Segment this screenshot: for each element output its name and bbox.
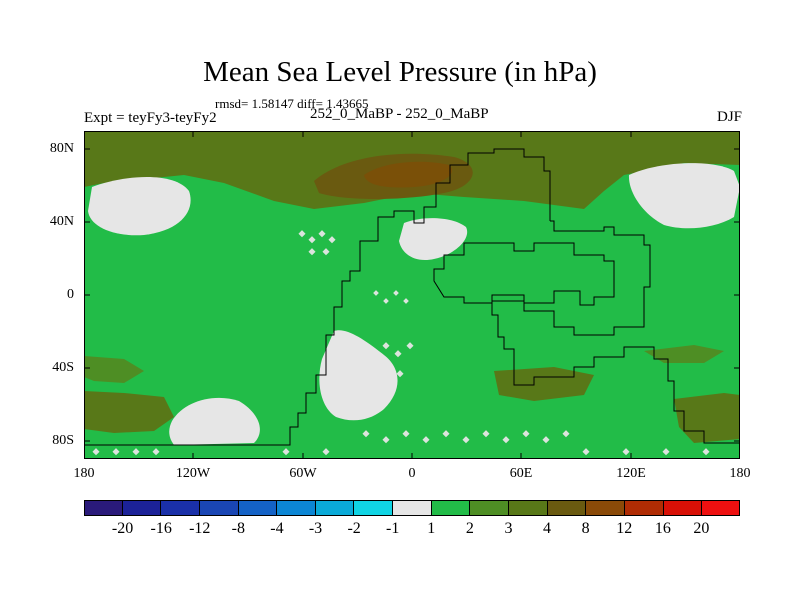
lat-ticks (84, 148, 740, 442)
south-band-left2 (84, 356, 144, 383)
colorbar-swatch (586, 500, 625, 516)
light-region-south-central (319, 330, 398, 421)
lat-label-80n: 80N (49, 141, 74, 156)
colorbar-label: 4 (543, 520, 552, 537)
lon-label-0: 0 (408, 466, 416, 481)
lon-label-120w: 120W (175, 466, 211, 481)
colorbar-label: -8 (231, 520, 245, 537)
pressure-difference-map (84, 131, 740, 459)
lon-label-180w: 180 (73, 466, 95, 481)
subtitle: 252_0_MaBP - 252_0_MaBP (310, 106, 489, 122)
colorbar-swatch (547, 500, 587, 516)
season-label: DJF (716, 109, 742, 125)
colorbar-swatch (431, 500, 471, 516)
plot-title: Mean Sea Level Pressure (in hPa) (203, 56, 597, 88)
south-band-left (84, 391, 174, 433)
colorbar-label: 8 (581, 520, 590, 537)
colorbar-label: -16 (150, 520, 172, 537)
colorbar-label: -1 (386, 520, 400, 537)
south-band-mid (494, 367, 594, 401)
colorbar-swatch (161, 500, 200, 516)
light-region-north-central (399, 218, 468, 261)
continent-outline-west (84, 148, 551, 446)
colorbar-label: 12 (616, 520, 633, 537)
colorbar-swatch (199, 500, 239, 516)
lat-label-40n: 40N (49, 214, 74, 229)
colorbar-label: -3 (308, 520, 323, 537)
colorbar-label: 3 (504, 520, 513, 537)
light-region-southwest (169, 397, 260, 445)
inland-sea-outline (433, 242, 615, 306)
experiment-label: Expt = teyFy3-teyFy2 (84, 110, 217, 126)
colorbar-swatch (663, 500, 703, 516)
colorbar-swatch (624, 500, 664, 516)
colorbar-label: -2 (347, 520, 361, 537)
colorbar-swatch (315, 500, 355, 516)
colorbar-label: 2 (465, 520, 474, 537)
colorbar-label: -20 (111, 520, 134, 537)
lon-label-120e: 120E (616, 466, 646, 481)
colorbar-label: 20 (693, 520, 710, 537)
continent-outline-east (491, 220, 740, 444)
lat-label-40s: 40S (52, 360, 74, 375)
colorbar-label: -12 (189, 520, 211, 537)
colorbar-label: 16 (654, 520, 671, 537)
colorbar-swatch (702, 500, 740, 516)
lon-label-180e: 180 (729, 466, 751, 481)
colorbar-label: -4 (270, 520, 284, 537)
colorbar-swatch (84, 500, 123, 516)
light-region-northwest (88, 177, 191, 236)
colorbar-swatch (509, 500, 548, 516)
lon-label-60e: 60E (509, 466, 533, 481)
colorbar-swatch (122, 500, 162, 516)
colorbar-swatch (238, 500, 278, 516)
lon-label-60w: 60W (289, 466, 317, 481)
colorbar (84, 500, 740, 516)
colorbar-swatch (393, 500, 432, 516)
colorbar-swatch (470, 500, 510, 516)
colorbar-label: 1 (427, 520, 436, 537)
lon-ticks (192, 131, 632, 459)
lat-label-0: 0 (67, 287, 74, 302)
colorbar-swatch (277, 500, 316, 516)
colorbar-swatch (354, 500, 394, 516)
stats-text: rmsd= 1.58147 diff= 1.43665 (215, 96, 369, 111)
north-darkest-region (364, 161, 453, 188)
light-region-northeast (628, 163, 740, 229)
lat-label-80s: 80S (52, 433, 74, 448)
colorbar-frame (84, 500, 740, 516)
